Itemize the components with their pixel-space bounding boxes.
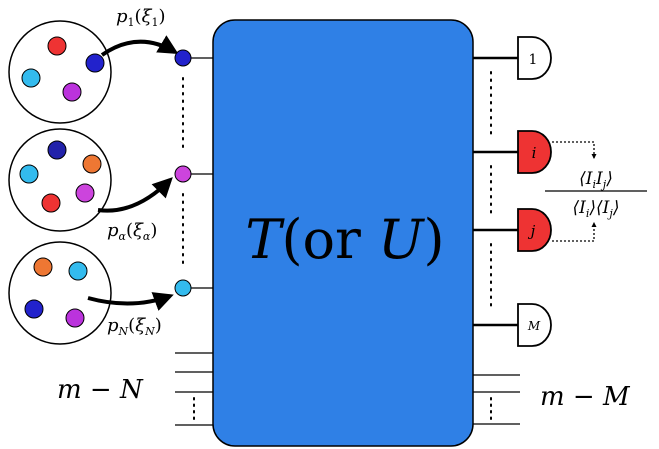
svg-text:j: j	[528, 222, 536, 240]
detector-j: j	[517, 208, 552, 252]
unused-inputs-label: m − N	[57, 375, 144, 405]
correlation-arrow-j	[552, 221, 597, 242]
source-label-1: p1(ξ1)	[116, 6, 166, 29]
photon-dot	[68, 261, 88, 281]
photon-dot	[47, 140, 67, 160]
photon-dot	[75, 183, 95, 203]
source-N	[8, 241, 112, 345]
input-mode-1	[174, 49, 192, 67]
photon-dot	[41, 193, 61, 213]
unitary-label: T(or U)	[245, 208, 444, 271]
source-1	[8, 20, 112, 124]
source-alpha	[8, 128, 112, 232]
correlation-arrow-i	[552, 141, 597, 160]
svg-text:M: M	[527, 319, 541, 333]
photon-dot	[19, 164, 39, 184]
photon-dot	[82, 154, 102, 174]
source-label-alpha: pα(ξα)	[107, 220, 157, 243]
unitary-box	[212, 19, 474, 447]
unused-outputs-label: m − M	[540, 382, 631, 412]
detector-M: M	[517, 303, 552, 347]
photon-dot	[85, 53, 105, 73]
correlation-denominator: ⟨Ii⟩⟨Ij⟩	[573, 198, 620, 220]
source-arrow-alpha	[97, 177, 173, 213]
photon-dot	[33, 257, 53, 277]
svg-text:i: i	[532, 144, 537, 162]
detector-i: i	[517, 130, 552, 174]
photon-dot	[21, 68, 41, 88]
photon-dot	[62, 82, 82, 102]
photon-dot	[24, 299, 44, 319]
photon-dot	[47, 36, 67, 56]
photon-dot	[65, 308, 85, 328]
input-mode-alpha	[174, 165, 192, 183]
source-arrow-N	[87, 292, 174, 311]
input-mode-N	[174, 279, 192, 297]
source-label-N: pN(ξN)	[107, 315, 162, 338]
detector-1: 1	[517, 36, 552, 80]
correlation-fraction: ⟨IiIj⟩ ⟨Ii⟩⟨Ij⟩	[545, 169, 647, 220]
svg-text:1: 1	[529, 52, 538, 68]
correlation-numerator: ⟨IiIj⟩	[579, 169, 613, 191]
source-arrow-1	[100, 35, 179, 57]
